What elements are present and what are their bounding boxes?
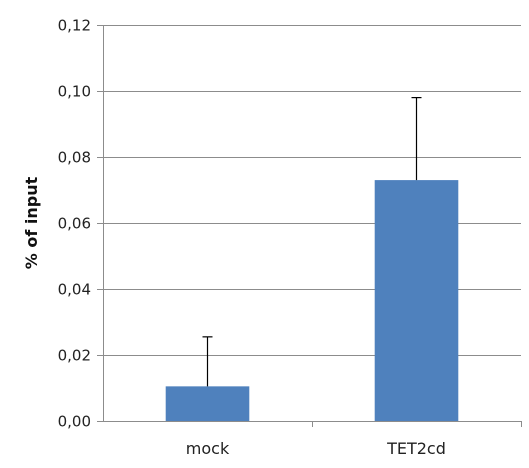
error-bars: [202, 96, 422, 387]
y-tick-label: 0,06: [58, 215, 91, 233]
y-tick-label: 0,08: [58, 149, 91, 167]
labels: 0,00 0,02 0,04 0,06 0,08 0,10 0,12 mock TET2cd: [58, 17, 446, 459]
bars: [165, 180, 459, 421]
y-tick-label: 0,12: [58, 17, 91, 35]
y-tick-label: 0,04: [58, 281, 91, 299]
bar-tet2cd: [374, 180, 459, 421]
y-tick-label: 0,00: [58, 413, 91, 431]
y-axis-title: % of input: [22, 176, 41, 269]
y-tick-label: 0,02: [58, 347, 91, 365]
x-category-label: TET2cd: [386, 439, 446, 458]
y-tick-label: 0,10: [58, 83, 91, 101]
axes: [97, 25, 522, 427]
x-category-label: mock: [186, 439, 230, 458]
bar-mock: [165, 386, 250, 421]
